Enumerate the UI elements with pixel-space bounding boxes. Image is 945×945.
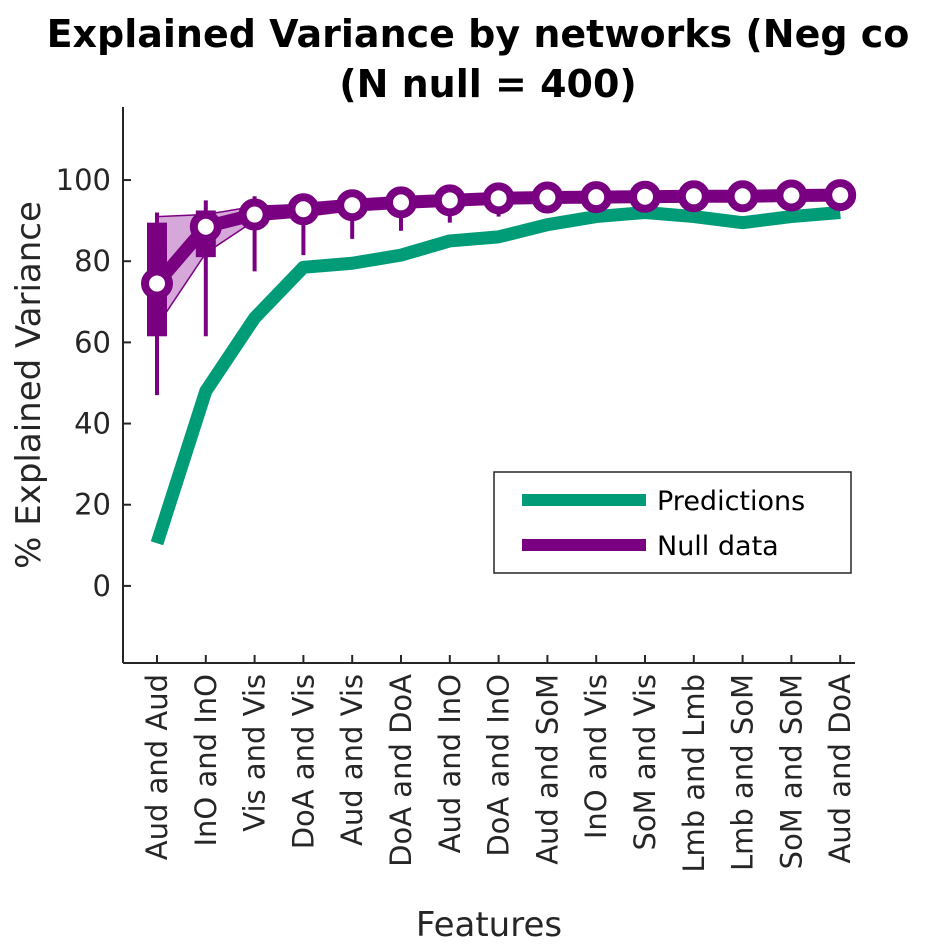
chart-title-line1: Explained Variance by networks (Neg co	[47, 12, 910, 56]
x-tick-label: DoA and DoA	[384, 674, 418, 867]
null-data-marker-dot	[447, 197, 453, 203]
null-data-marker-dot	[203, 224, 209, 230]
legend-box	[493, 471, 852, 574]
y-ticks: 0 20 40 60 80 100	[56, 163, 131, 603]
x-tick-label: InO and InO	[189, 674, 223, 847]
x-tick-label: DoA and InO	[482, 674, 516, 857]
null-data-marker-dot	[837, 192, 843, 198]
axes: 0 20 40 60 80 100 Aud and Aud InO and InO Vis a…	[56, 107, 857, 873]
null-data-marker-dot	[788, 192, 794, 198]
x-tick-label: Lmb and Lmb	[677, 674, 711, 873]
x-tick-label: InO and Vis	[579, 674, 613, 839]
legend-predictions-label: Predictions	[657, 486, 805, 517]
y-tick-label: 60	[74, 325, 111, 359]
y-axis-label: % Explained Variance	[9, 201, 49, 569]
null-data-marker-dot	[154, 281, 160, 287]
x-tick-label: Vis and Vis	[238, 674, 272, 832]
null-data-marker-dot	[252, 212, 258, 218]
null-data-marker-dot	[544, 195, 550, 201]
y-tick-label: 20	[74, 488, 111, 522]
y-tick-label: 40	[74, 407, 111, 441]
x-tick-label: Aud and Vis	[335, 674, 369, 846]
null-data-marker-dot	[691, 193, 697, 199]
predictions-series	[150, 206, 841, 546]
y-tick-label: 100	[56, 163, 111, 197]
null-data-marker-dot	[740, 193, 746, 199]
x-tick-label: Aud and DoA	[823, 674, 857, 864]
x-ticks: Aud and Aud InO and InO Vis and Vis DoA and…	[140, 655, 857, 873]
legend-null-data-label: Null data	[657, 531, 779, 562]
plot-area	[141, 179, 857, 546]
x-tick-label: Aud and Aud	[140, 674, 174, 860]
x-tick-label: Aud and SoM	[530, 674, 564, 865]
null-data-marker-dot	[496, 195, 502, 201]
x-tick-label: SoM and Vis	[628, 674, 662, 851]
chart-title-line2: (N null = 400)	[339, 62, 637, 106]
null-data-marker-dot	[593, 194, 599, 200]
x-tick-label: Lmb and SoM	[726, 674, 760, 871]
x-tick-label: SoM and SoM	[774, 674, 808, 869]
null-data-marker-dot	[398, 199, 404, 205]
null-data-marker-dot	[642, 194, 648, 200]
x-axis-label: Features	[416, 905, 562, 945]
null-data-marker-dot	[300, 206, 306, 212]
x-tick-label: Aud and InO	[433, 674, 467, 853]
predictions-line	[150, 206, 841, 546]
legend: Predictions Null data	[493, 471, 852, 574]
y-tick-label: 0	[93, 569, 111, 603]
y-tick-label: 80	[74, 244, 111, 278]
null-data-marker-dot	[349, 202, 355, 208]
x-tick-label: DoA and Vis	[286, 674, 320, 849]
null-data-markers	[141, 179, 857, 300]
